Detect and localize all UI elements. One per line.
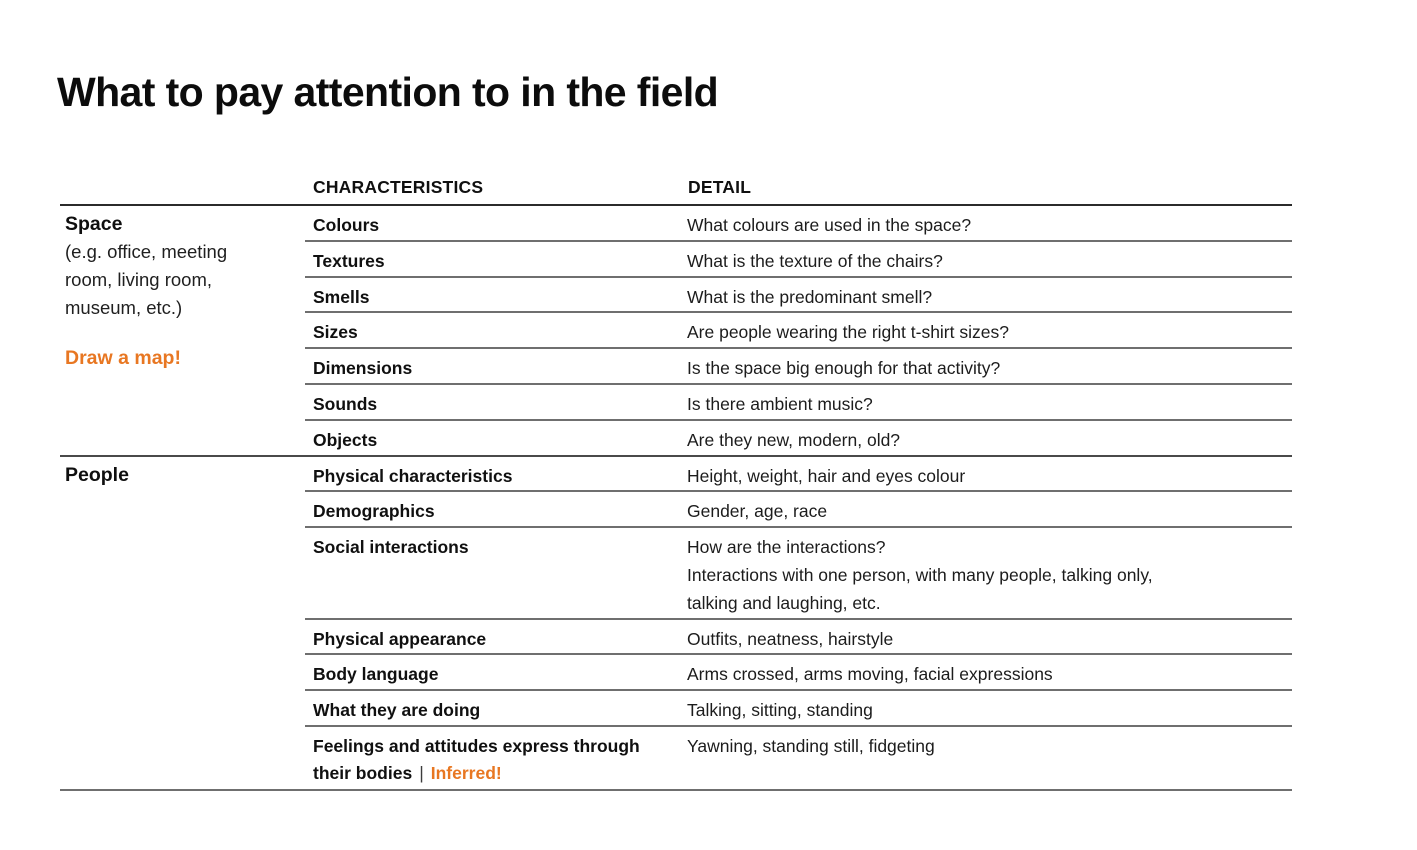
detail-cell: Are people wearing the right t-shirt siz… [680, 312, 1292, 350]
characteristic-cell: Colours [305, 205, 680, 242]
table-row: Social interactions How are the interact… [60, 527, 1292, 620]
detail-cell: What is the texture of the chairs? [680, 240, 1292, 278]
table-row: Textures What is the texture of the chai… [60, 240, 1292, 278]
section-title-people: People [65, 463, 129, 486]
detail-cell: Is there ambient music? [680, 383, 1292, 421]
table-row: Demographics Gender, age, race [60, 491, 1292, 529]
pipe-separator: | [419, 762, 424, 783]
detail-cell: Outfits, neatness, hairstyle [680, 618, 1292, 656]
inferred-note: Inferred! [430, 762, 502, 783]
characteristic-cell: Textures [305, 240, 680, 278]
characteristic-cell: Social interactions [305, 527, 680, 620]
characteristic-cell: Dimensions [305, 348, 680, 385]
feelings-characteristic: Feelings and attitudes express through t… [313, 733, 658, 787]
column-header-blank [60, 175, 305, 206]
column-header-characteristics: CHARACTERISTICS [305, 175, 680, 206]
characteristic-cell: Demographics [305, 491, 680, 529]
page-title: What to pay attention to in the field [57, 69, 719, 115]
characteristic-cell: Sounds [305, 383, 680, 421]
table-row: Physical appearance Outfits, neatness, h… [60, 618, 1292, 656]
characteristic-cell: Physical appearance [305, 618, 680, 656]
detail-cell: Is the space big enough for that activit… [680, 348, 1292, 385]
table-row: People Physical characteristics Height, … [60, 455, 1292, 791]
detail-cell: Arms crossed, arms moving, facial expres… [680, 654, 1292, 692]
section-cell-space: Space (e.g. office, meeting room, living… [60, 205, 305, 457]
detail-cell: Height, weight, hair and eyes colour [680, 455, 1292, 493]
table-row: Sounds Is there ambient music? [60, 383, 1292, 421]
table-row: Body language Arms crossed, arms moving,… [60, 654, 1292, 692]
table-header-row: CHARACTERISTICS DETAIL [60, 175, 1292, 206]
characteristic-cell: Smells [305, 276, 680, 314]
detail-cell: Gender, age, race [680, 491, 1292, 529]
table-row: What they are doing Talking, sitting, st… [60, 690, 1292, 727]
characteristic-cell: Body language [305, 654, 680, 692]
detail-cell: Are they new, modern, old? [680, 419, 1292, 457]
characteristic-cell: Objects [305, 419, 680, 457]
detail-cell: Talking, sitting, standing [680, 690, 1292, 727]
table-row: Objects Are they new, modern, old? [60, 419, 1292, 457]
feelings-characteristic-text: Feelings and attitudes express through t… [313, 735, 640, 783]
column-header-detail: DETAIL [680, 175, 1292, 206]
characteristic-cell-feelings: Feelings and attitudes express through t… [305, 725, 680, 791]
characteristic-cell: What they are doing [305, 690, 680, 727]
section-cell-people: People [60, 455, 305, 791]
detail-cell: What colours are used in the space? [680, 205, 1292, 242]
detail-cell: How are the interactions? Interactions w… [680, 527, 1292, 620]
characteristic-cell: Physical characteristics [305, 455, 680, 493]
section-sublabel-space: (e.g. office, meeting room, living room,… [65, 241, 228, 318]
detail-cell: What is the predominant smell? [680, 276, 1292, 314]
detail-cell: Yawning, standing still, fidgeting [680, 725, 1292, 791]
table-row: Smells What is the predominant smell? [60, 276, 1292, 314]
table-row: Feelings and attitudes express through t… [60, 725, 1292, 791]
table-row: Dimensions Is the space big enough for t… [60, 348, 1292, 385]
section-title-space: Space [65, 213, 123, 235]
characteristic-cell: Sizes [305, 312, 680, 350]
table-row: Space (e.g. office, meeting room, living… [60, 205, 1292, 457]
table-row: Sizes Are people wearing the right t-shi… [60, 312, 1292, 350]
observation-table: CHARACTERISTICS DETAIL Space (e.g. offic… [60, 175, 1292, 791]
draw-a-map-note: Draw a map! [65, 347, 181, 369]
